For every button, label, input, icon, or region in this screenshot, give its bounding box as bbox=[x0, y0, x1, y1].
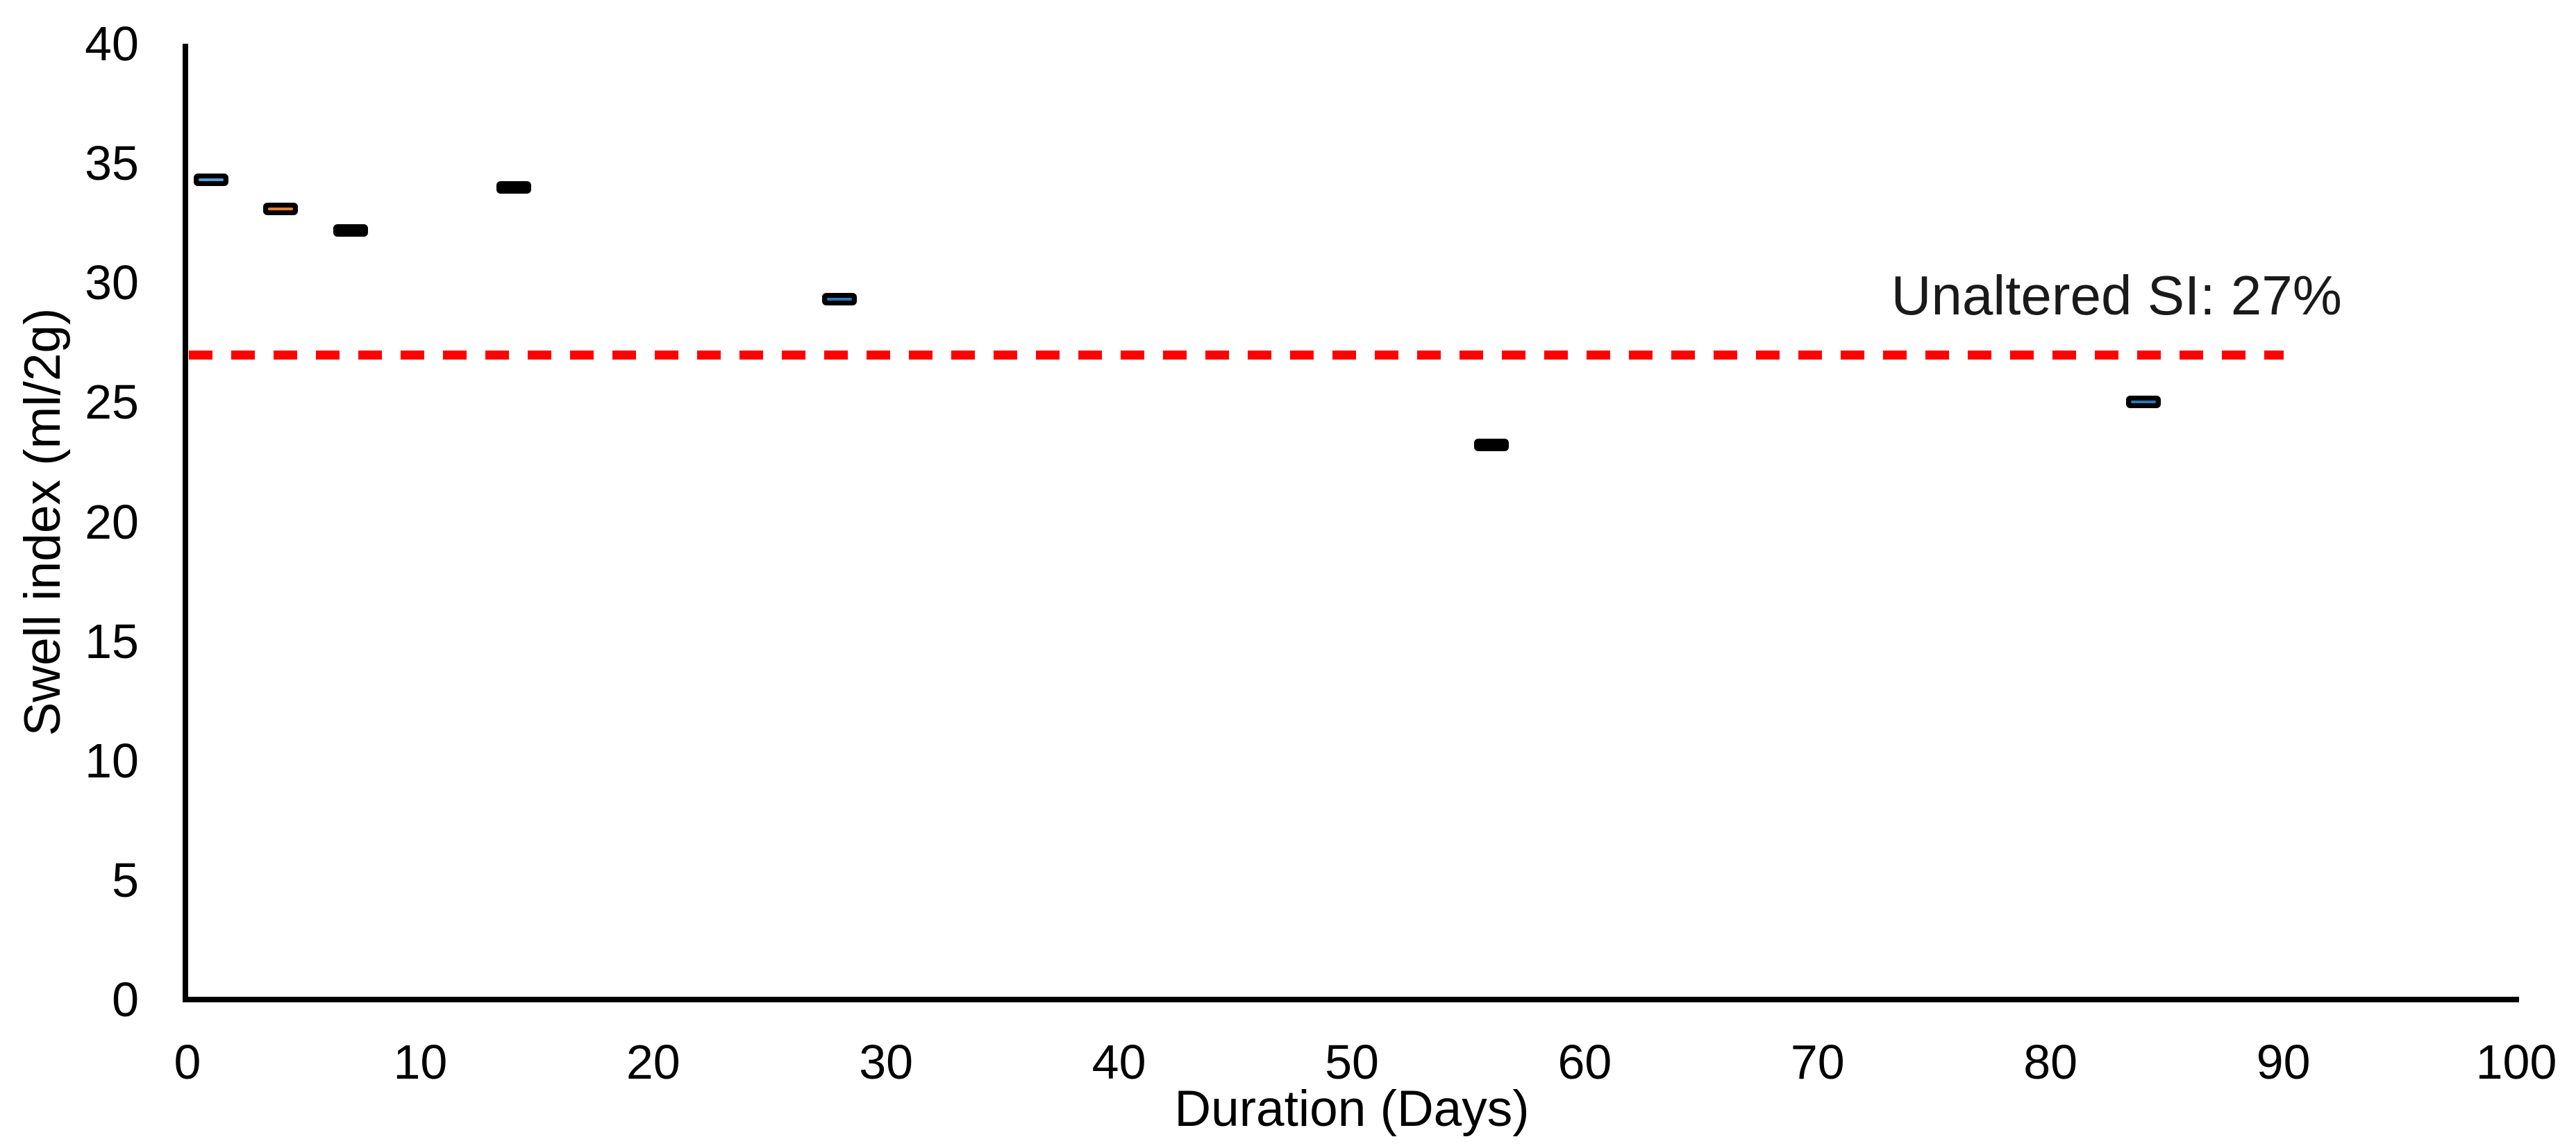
data-point-marker bbox=[263, 202, 299, 215]
x-axis-line bbox=[183, 997, 2519, 1002]
marker-accent-line bbox=[268, 207, 294, 210]
data-point-marker bbox=[2126, 396, 2161, 409]
y-tick-label: 40 bbox=[85, 17, 139, 71]
y-tick-label: 30 bbox=[85, 255, 139, 310]
data-point-marker bbox=[193, 174, 228, 187]
x-tick-label: 50 bbox=[1325, 1035, 1379, 1089]
x-tick-label: 0 bbox=[174, 1035, 201, 1089]
y-tick-label: 25 bbox=[85, 375, 139, 430]
data-point-marker bbox=[1474, 439, 1509, 452]
marker-accent-line bbox=[2131, 401, 2157, 404]
x-tick-label: 20 bbox=[626, 1035, 680, 1089]
data-point-marker bbox=[822, 293, 858, 306]
x-tick-label: 30 bbox=[859, 1035, 914, 1089]
x-tick-label: 80 bbox=[2023, 1035, 2078, 1089]
x-tick-label: 90 bbox=[2256, 1035, 2311, 1089]
y-tick-label: 35 bbox=[85, 136, 139, 191]
x-tick-label: 40 bbox=[1092, 1035, 1146, 1089]
y-tick-label: 0 bbox=[112, 972, 139, 1027]
marker-accent-line bbox=[198, 178, 224, 182]
data-point-marker bbox=[333, 224, 368, 237]
reference-line-label: Unaltered SI: 27% bbox=[1891, 264, 2342, 326]
data-point-marker bbox=[496, 180, 531, 194]
x-axis-title: Duration (Days) bbox=[1174, 1081, 1530, 1137]
y-tick-label: 5 bbox=[112, 852, 139, 907]
y-axis-line bbox=[183, 44, 188, 1002]
reference-line bbox=[189, 350, 2284, 360]
x-tick-label: 10 bbox=[393, 1035, 448, 1089]
y-tick-label: 20 bbox=[85, 494, 139, 549]
y-tick-label: 15 bbox=[85, 614, 139, 668]
y-tick-label: 10 bbox=[85, 733, 139, 788]
marker-accent-line bbox=[827, 298, 853, 301]
x-tick-label: 70 bbox=[1790, 1035, 1845, 1089]
x-tick-label: 100 bbox=[2475, 1035, 2557, 1089]
x-tick-label: 60 bbox=[1557, 1035, 1612, 1089]
